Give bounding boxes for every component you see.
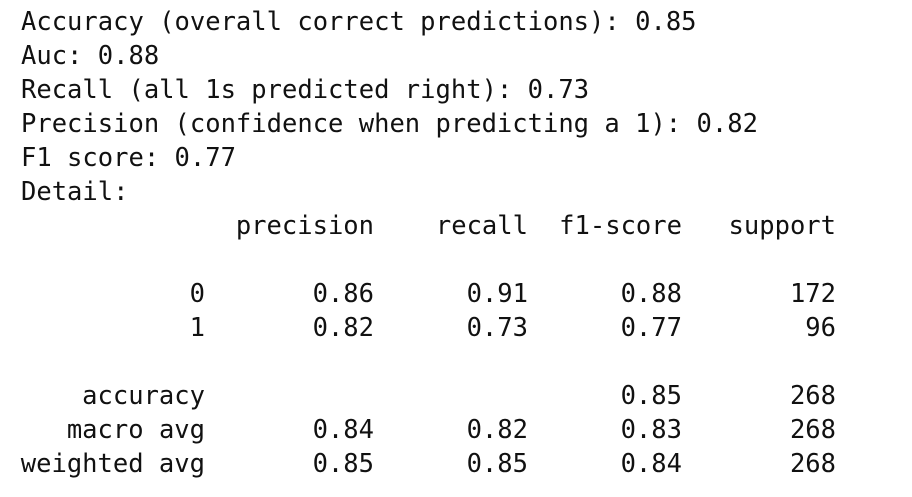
row-label: 0 bbox=[189, 279, 205, 309]
report-cell: 96 bbox=[805, 313, 836, 343]
report-cell: 0.86 bbox=[312, 279, 374, 309]
column-header: precision bbox=[235, 211, 374, 241]
column-header: recall bbox=[435, 211, 528, 241]
metric-line: F1 score: 0.77 bbox=[21, 141, 236, 175]
report-cell: 0.85 bbox=[466, 449, 528, 479]
metric-label: Accuracy (overall correct predictions): bbox=[21, 7, 620, 37]
metric-label: Auc: bbox=[21, 41, 83, 71]
row-label: weighted avg bbox=[20, 449, 205, 479]
report-cell: 0.77 bbox=[620, 313, 682, 343]
report-cell: 0.91 bbox=[466, 279, 528, 309]
column-header: f1-score bbox=[559, 211, 682, 241]
report-cell: 0.83 bbox=[620, 415, 682, 445]
report-cell: 0.88 bbox=[620, 279, 682, 309]
report-cell: 0.82 bbox=[466, 415, 528, 445]
metric-value: 0.88 bbox=[97, 41, 160, 71]
report-cell: 268 bbox=[789, 381, 836, 411]
metric-line: Recall (all 1s predicted right): 0.73 bbox=[21, 73, 589, 107]
metric-line: Precision (confidence when predicting a … bbox=[21, 107, 758, 141]
report-cell: 0.84 bbox=[312, 415, 374, 445]
metric-line: Auc: 0.88 bbox=[21, 39, 159, 73]
metric-value: 0.73 bbox=[527, 75, 590, 105]
report-cell: 0.85 bbox=[312, 449, 374, 479]
metric-label: Precision (confidence when predicting a … bbox=[21, 109, 682, 139]
detail-label: Detail: bbox=[21, 177, 129, 207]
report-cell: 0.85 bbox=[620, 381, 682, 411]
report-cell: 0.84 bbox=[620, 449, 682, 479]
metric-value: 0.82 bbox=[696, 109, 758, 139]
row-label: 1 bbox=[189, 313, 205, 343]
report-cell: 0.82 bbox=[312, 313, 374, 343]
column-header: support bbox=[728, 211, 836, 241]
metric-value: 0.77 bbox=[174, 143, 236, 173]
row-label: macro avg bbox=[66, 415, 205, 445]
report-cell: 172 bbox=[789, 279, 836, 309]
report-cell: 0.73 bbox=[466, 313, 528, 343]
report-cell: 268 bbox=[789, 449, 836, 479]
metric-label: F1 score: bbox=[21, 143, 160, 173]
metric-value: 0.85 bbox=[635, 7, 697, 37]
metric-label: Recall (all 1s predicted right): bbox=[21, 75, 513, 105]
report-cell: 268 bbox=[789, 415, 836, 445]
metric-line: Accuracy (overall correct predictions): … bbox=[21, 5, 697, 39]
row-label: accuracy bbox=[82, 381, 205, 411]
